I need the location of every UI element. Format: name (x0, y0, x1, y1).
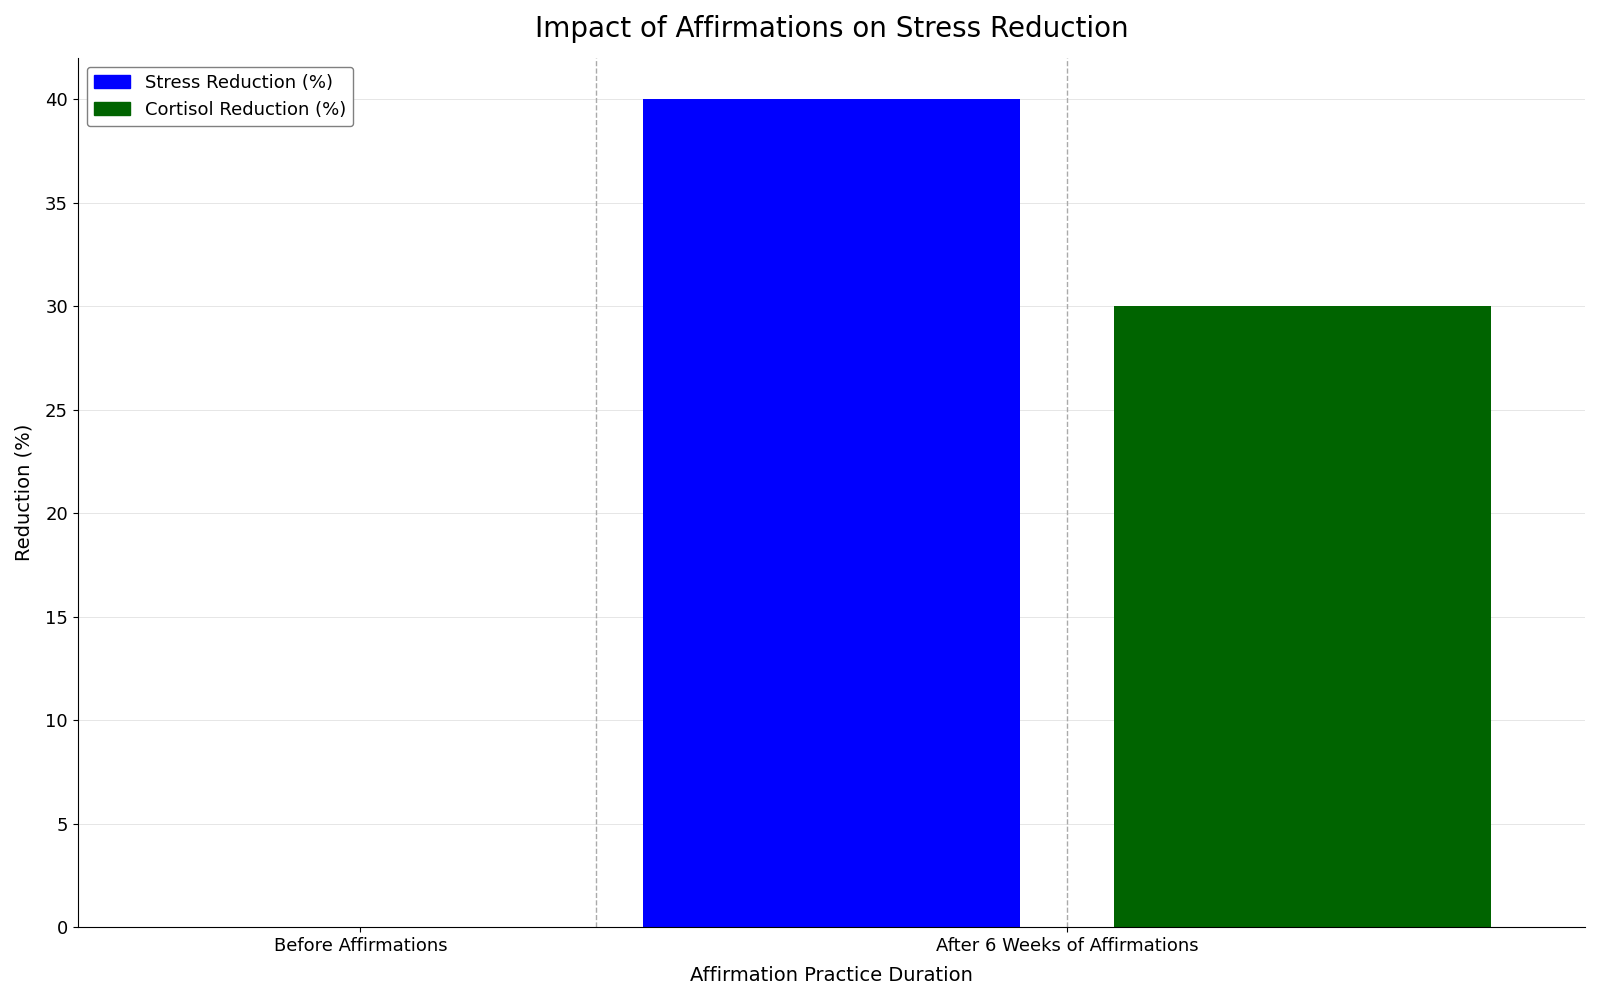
Y-axis label: Reduction (%): Reduction (%) (14, 424, 34, 561)
Title: Impact of Affirmations on Stress Reduction: Impact of Affirmations on Stress Reducti… (534, 15, 1128, 43)
Bar (1114, 306, 1491, 927)
Bar (643, 99, 1019, 927)
Legend: Stress Reduction (%), Cortisol Reduction (%): Stress Reduction (%), Cortisol Reduction… (86, 67, 354, 126)
X-axis label: Affirmation Practice Duration: Affirmation Practice Duration (690, 966, 973, 985)
